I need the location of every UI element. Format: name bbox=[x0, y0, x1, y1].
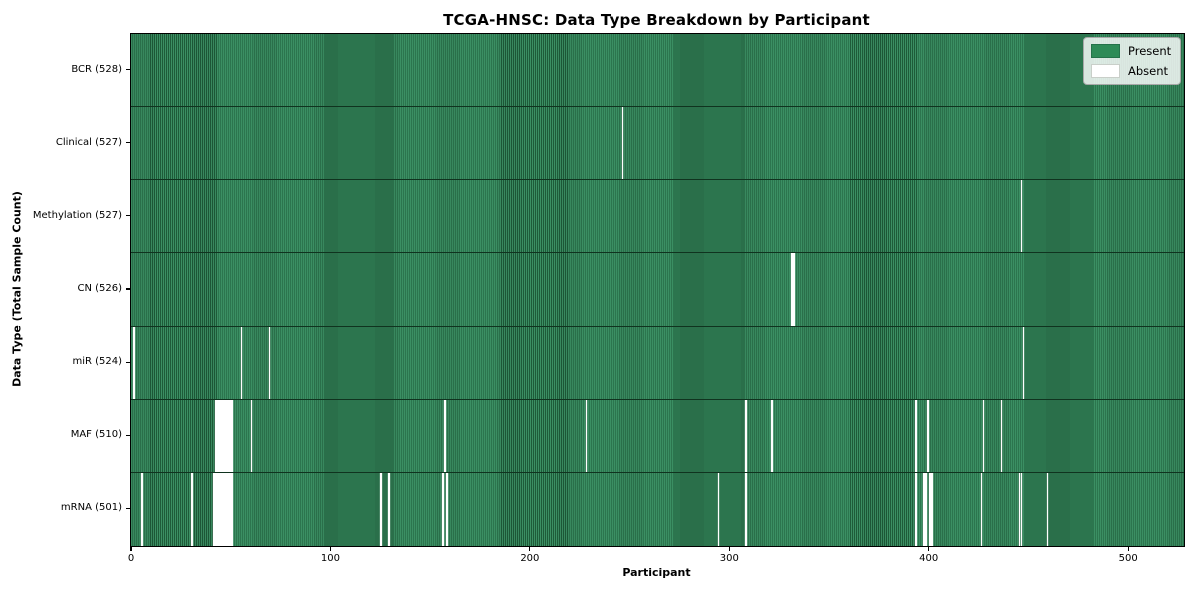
x-tick-mark bbox=[130, 547, 132, 551]
legend: Present Absent bbox=[1083, 37, 1182, 85]
absent-mark bbox=[1022, 326, 1025, 399]
absent-mark bbox=[228, 399, 231, 472]
absent-mark bbox=[220, 399, 223, 472]
absent-mark bbox=[224, 399, 227, 472]
x-tick-mark bbox=[529, 547, 531, 551]
absent-mark bbox=[226, 472, 229, 546]
absent-mark bbox=[214, 399, 217, 472]
y-tick-mark bbox=[125, 434, 130, 436]
absent-mark bbox=[240, 326, 243, 399]
absent-mark bbox=[1020, 180, 1023, 253]
absent-mark bbox=[218, 399, 221, 472]
absent-mark bbox=[218, 472, 221, 546]
absent-mark bbox=[224, 472, 227, 546]
absent-mark bbox=[717, 472, 720, 546]
row-BCR bbox=[131, 34, 1184, 108]
absent-mark bbox=[924, 472, 927, 546]
legend-absent-swatch bbox=[1091, 64, 1120, 78]
absent-mark bbox=[226, 399, 229, 472]
absent-mark bbox=[380, 472, 383, 546]
absent-mark bbox=[914, 399, 917, 472]
row-mRNA bbox=[131, 472, 1184, 546]
absent-mark bbox=[230, 399, 233, 472]
absent-mark bbox=[222, 399, 225, 472]
absent-mark bbox=[1046, 472, 1049, 546]
y-tick-mark bbox=[125, 507, 130, 510]
absent-mark bbox=[228, 472, 231, 546]
y-tick-mark bbox=[125, 288, 130, 290]
absent-mark bbox=[444, 399, 446, 472]
absent-mark bbox=[791, 253, 793, 326]
y-tick-mark bbox=[125, 142, 130, 144]
y-tick-label-mRNA: mRNA (501) bbox=[60, 502, 122, 514]
row-Methylation bbox=[131, 180, 1184, 254]
absent-mark bbox=[191, 472, 193, 546]
absent-mark bbox=[926, 399, 929, 472]
y-tick-label-miR: miR (524) bbox=[72, 356, 122, 368]
y-tick-mark bbox=[125, 215, 130, 217]
absent-mark bbox=[1018, 472, 1021, 546]
legend-present-swatch bbox=[1091, 44, 1120, 58]
absent-mark bbox=[230, 472, 233, 546]
legend-entry-present: Present bbox=[1091, 44, 1171, 58]
x-tick-mark bbox=[329, 547, 332, 551]
absent-mark bbox=[930, 472, 933, 546]
absent-mark bbox=[212, 472, 215, 546]
x-tick-label: 200 bbox=[520, 553, 540, 564]
absent-mark bbox=[585, 399, 588, 472]
absent-mark bbox=[268, 326, 271, 399]
legend-absent-label: Absent bbox=[1128, 64, 1169, 78]
row-CN bbox=[131, 253, 1184, 327]
row-miR bbox=[131, 326, 1184, 400]
y-tick-label-BCR: BCR (528) bbox=[71, 63, 122, 75]
absent-mark bbox=[220, 472, 223, 546]
x-tick-mark bbox=[1127, 547, 1129, 551]
legend-entry-absent: Absent bbox=[1091, 64, 1171, 78]
absent-mark bbox=[922, 472, 925, 546]
absent-mark bbox=[133, 326, 135, 399]
x-tick-label: 300 bbox=[719, 553, 739, 564]
absent-mark bbox=[793, 253, 795, 326]
absent-mark bbox=[216, 472, 219, 546]
x-tick-label: 500 bbox=[1118, 553, 1138, 564]
absent-mark bbox=[1020, 472, 1023, 546]
plot-area bbox=[130, 33, 1185, 547]
absent-mark bbox=[141, 472, 143, 546]
absent-mark bbox=[980, 472, 983, 546]
row-Clinical bbox=[131, 107, 1184, 181]
row-MAF bbox=[131, 399, 1184, 473]
absent-mark bbox=[914, 472, 917, 546]
y-tick-mark bbox=[125, 361, 130, 363]
x-tick-label: 0 bbox=[127, 553, 135, 564]
absent-mark bbox=[771, 399, 773, 472]
absent-mark bbox=[222, 472, 225, 546]
x-tick-mark bbox=[728, 547, 730, 551]
absent-mark bbox=[1000, 399, 1003, 472]
x-axis-label: Participant bbox=[622, 566, 691, 579]
x-tick-mark bbox=[928, 547, 930, 551]
legend-present-label: Present bbox=[1128, 44, 1172, 58]
absent-mark bbox=[214, 472, 217, 546]
y-tick-label-Methylation: Methylation (527) bbox=[32, 209, 122, 221]
absent-mark bbox=[250, 399, 253, 472]
x-tick-label: 400 bbox=[919, 553, 939, 564]
absent-mark bbox=[442, 472, 444, 546]
y-tick-label-MAF: MAF (510) bbox=[70, 429, 122, 441]
chart-title: TCGA-HNSC: Data Type Breakdown by Partic… bbox=[443, 11, 870, 29]
x-tick-label: 100 bbox=[320, 553, 340, 564]
absent-mark bbox=[446, 472, 448, 546]
absent-mark bbox=[745, 399, 748, 472]
absent-mark bbox=[388, 472, 391, 546]
absent-mark bbox=[621, 107, 624, 180]
absent-mark bbox=[982, 399, 985, 472]
absent-mark bbox=[216, 399, 219, 472]
y-tick-label-Clinical: Clinical (527) bbox=[55, 136, 122, 148]
y-tick-mark bbox=[125, 68, 130, 71]
absent-mark bbox=[928, 472, 931, 546]
absent-mark bbox=[745, 472, 748, 546]
y-tick-label-CN: CN (526) bbox=[77, 283, 122, 294]
